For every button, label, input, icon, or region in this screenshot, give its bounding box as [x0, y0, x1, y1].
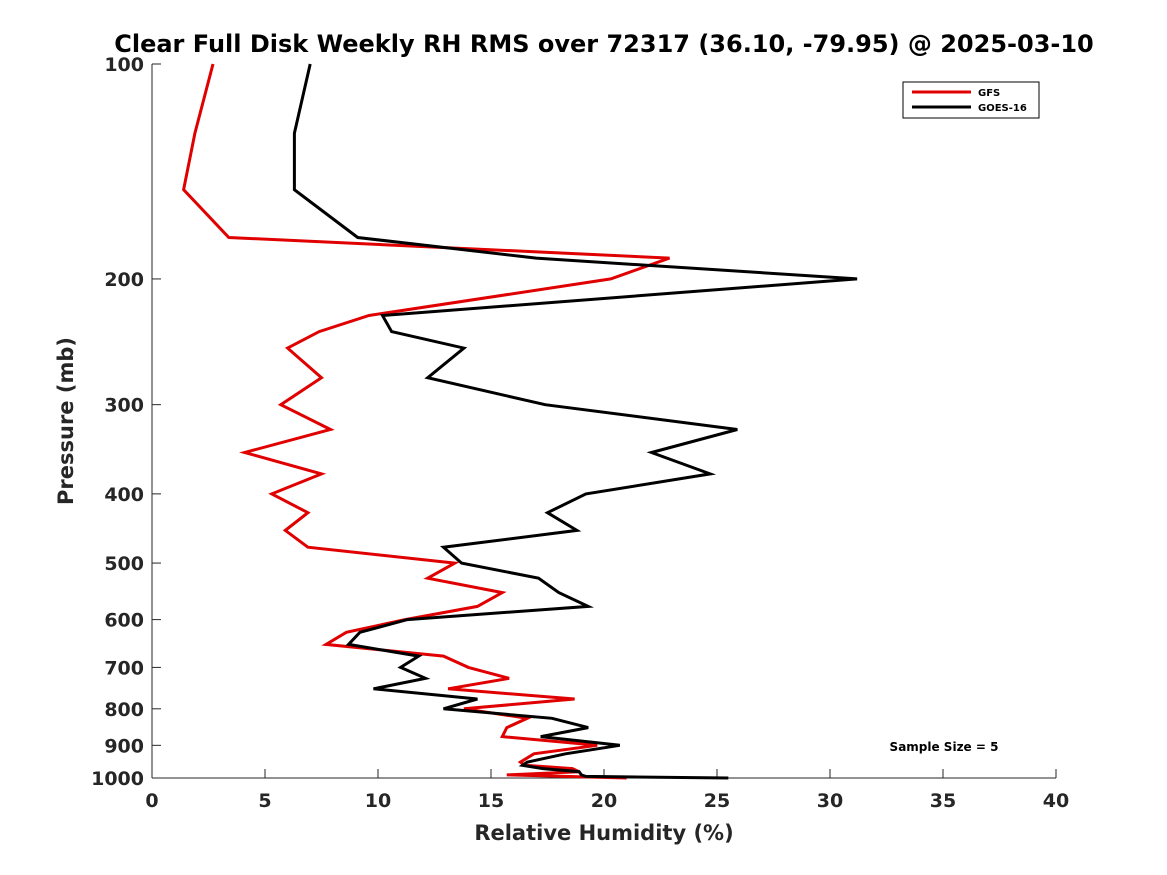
y-tick-label: 200: [104, 269, 144, 291]
x-tick-label: 15: [478, 790, 504, 812]
sample-size-annotation: Sample Size = 5: [890, 740, 999, 754]
y-tick-label: 400: [104, 484, 144, 506]
y-tick-label: 700: [104, 657, 144, 679]
series-line-goes-16: [292, 63, 858, 780]
legend-box: [902, 81, 1040, 119]
series-line-gfs: [181, 63, 671, 780]
x-axis-label: Relative Humidity (%): [474, 821, 733, 845]
x-tick-label: 10: [365, 790, 391, 812]
x-tick-label: 5: [258, 790, 271, 812]
x-tick-label: 20: [591, 790, 617, 812]
y-tick-label: 1000: [91, 768, 144, 790]
y-tick-label: 100: [104, 54, 144, 76]
x-tick-label: 30: [817, 790, 843, 812]
y-tick-label: 500: [104, 553, 144, 575]
x-tick-label: 0: [145, 790, 158, 812]
legend: GFS GOES-16: [902, 81, 1040, 119]
y-tick-label: 800: [104, 699, 144, 721]
y-tick-label: 300: [104, 395, 144, 417]
legend-label-goes-16: GOES-16: [978, 103, 1027, 114]
x-tick-label: 25: [704, 790, 730, 812]
x-tick-label: 40: [1043, 790, 1069, 812]
chart-title: Clear Full Disk Weekly RH RMS over 72317…: [114, 30, 1094, 58]
y-axis-label: Pressure (mb): [54, 337, 78, 505]
axes: 0 5 10 15 20 25 30 35 40 100 200 300 400 500 600 700 800…: [91, 54, 1069, 812]
data-series: [181, 63, 858, 780]
legend-label-gfs: GFS: [978, 88, 1000, 99]
y-tick-label: 600: [104, 610, 144, 632]
y-tick-label: 900: [104, 735, 144, 757]
x-tick-label: 35: [930, 790, 956, 812]
